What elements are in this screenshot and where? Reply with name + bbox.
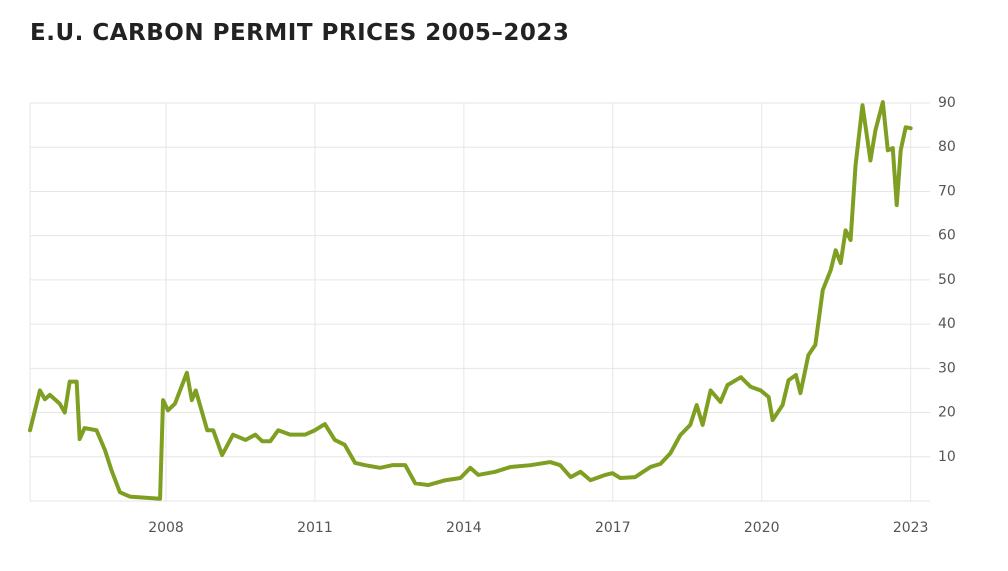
x-tick-label: 2014 [446, 520, 482, 536]
y-tick-label: 10 [938, 449, 956, 465]
y-tick-label: 70 [938, 183, 956, 199]
chart-title: E.U. CARBON PERMIT PRICES 2005–2023 [30, 20, 569, 46]
y-tick-label: 50 [938, 272, 956, 288]
y-tick-label: 20 [938, 405, 956, 421]
data-line [28, 100, 913, 501]
y-tick-label: 90 [938, 95, 956, 111]
x-tick-label: 2017 [595, 520, 631, 536]
x-tick-label: 2008 [148, 520, 184, 536]
y-tick-label: 30 [938, 360, 956, 376]
y-tick-label: 40 [938, 316, 956, 332]
y-tick-label: 60 [938, 228, 956, 244]
x-tick-label: 2011 [297, 520, 333, 536]
x-tick-label: 2023 [893, 520, 929, 536]
y-tick-label: 80 [938, 139, 956, 155]
x-tick-label: 2020 [744, 520, 780, 536]
